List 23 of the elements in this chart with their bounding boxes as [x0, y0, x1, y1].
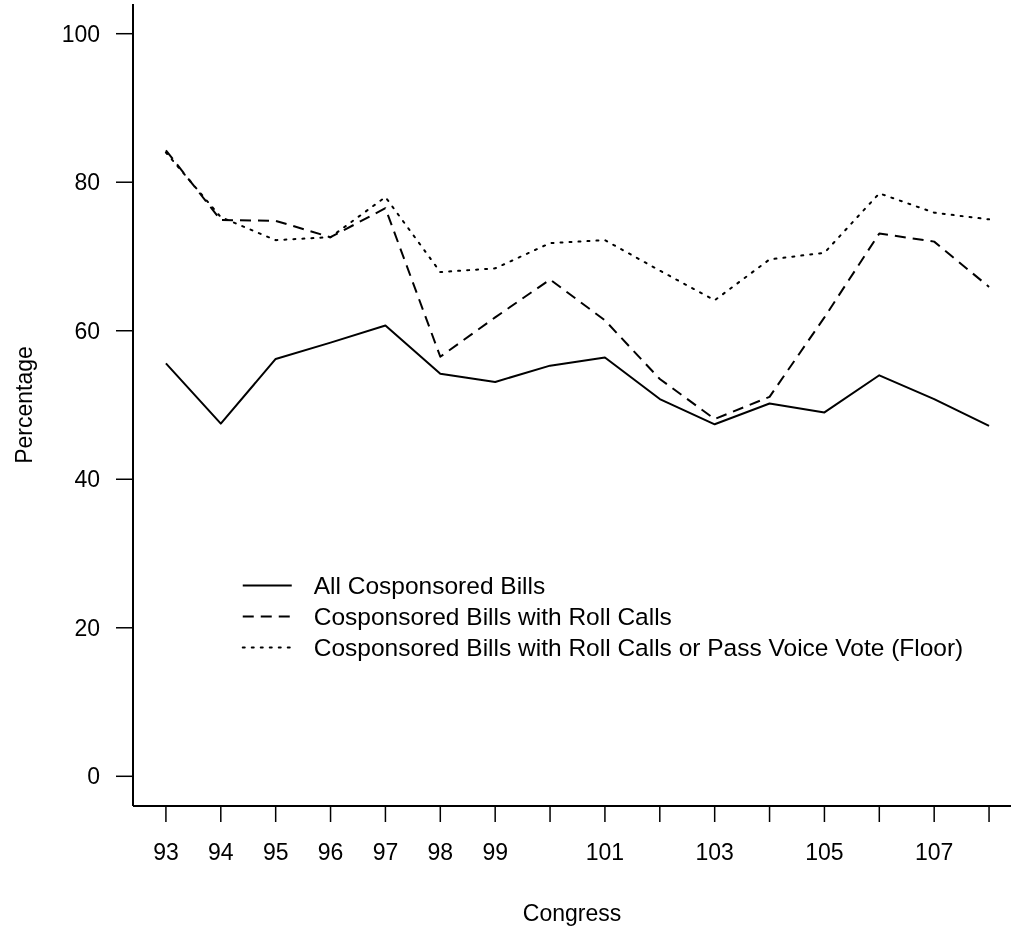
legend-label: Cosponsored Bills with Roll Calls or Pass Voice Vote (Floor) — [313, 633, 964, 661]
x-tick-label: 103 — [695, 839, 734, 865]
y-axis-title: Percentage — [11, 346, 37, 464]
line-series — [164, 324, 991, 427]
y-tick-label: 80 — [74, 169, 100, 196]
x-tick-label: 98 — [427, 839, 454, 865]
x-tick-label: 105 — [805, 839, 844, 865]
x-tick-label: 96 — [317, 839, 344, 865]
x-tick-label: 99 — [482, 839, 508, 865]
legend-label: Cosponsored Bills with Roll Calls — [313, 602, 672, 630]
x-tick-label: 101 — [585, 839, 625, 865]
legend-label: All Cosponsored Bills — [313, 571, 546, 599]
x-tick-label: 95 — [262, 839, 289, 865]
x-tick-label: 94 — [208, 839, 234, 865]
x-tick-label: 97 — [372, 839, 399, 865]
y-tick-label: 60 — [74, 317, 100, 344]
y-tick-label: 0 — [87, 763, 100, 790]
x-tick-label: 93 — [153, 839, 179, 865]
x-tick-label: 107 — [914, 839, 954, 865]
y-tick-label: 100 — [61, 20, 100, 47]
x-axis-title: Congress — [522, 900, 622, 926]
y-tick-label: 20 — [74, 614, 100, 641]
y-tick-label: 40 — [74, 466, 100, 493]
